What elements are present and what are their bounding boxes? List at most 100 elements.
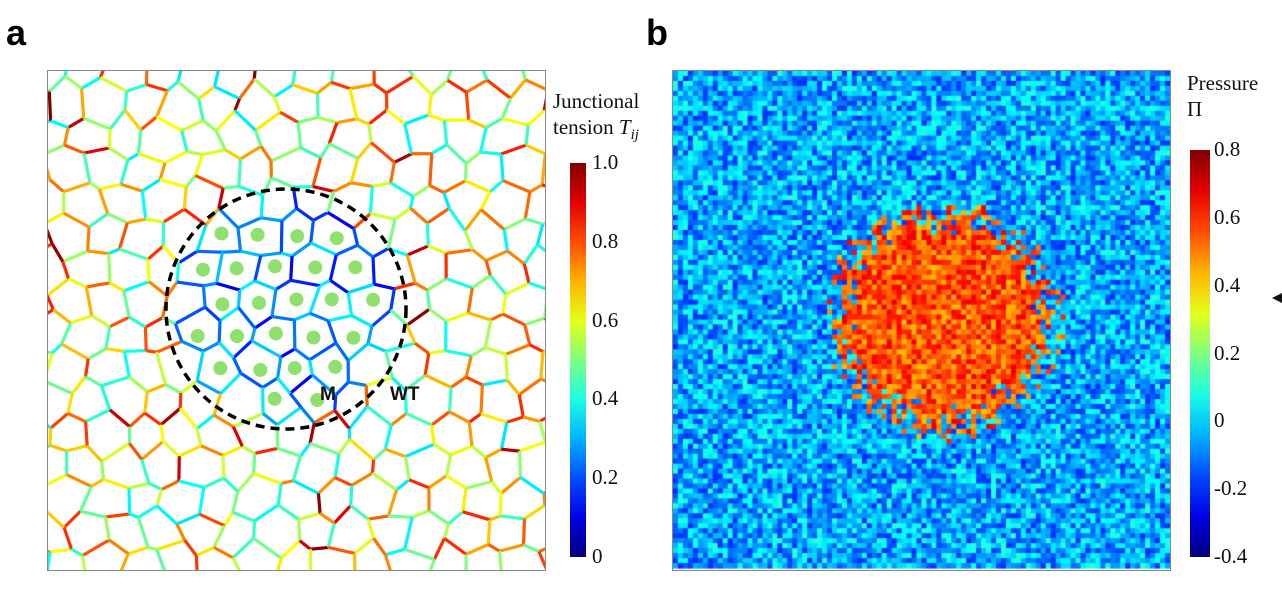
junction-edge — [538, 547, 545, 553]
junction-edge — [201, 285, 207, 308]
junction-edge — [371, 256, 376, 285]
junction-edge — [119, 159, 130, 185]
junction-edge — [528, 281, 545, 291]
junction-edge — [463, 163, 468, 181]
junction-edge — [213, 413, 235, 429]
junction-edge — [259, 195, 265, 218]
junction-edge — [123, 280, 150, 293]
junction-edge — [370, 459, 376, 474]
junction-edge — [48, 423, 52, 430]
junction-edge — [479, 384, 485, 414]
junction-edge — [237, 216, 262, 230]
junction-edge — [100, 461, 106, 480]
junction-edge — [480, 208, 506, 231]
junction-edge — [48, 551, 52, 570]
junction-edge — [145, 217, 164, 224]
junction-edge — [524, 217, 544, 226]
junction-edge — [497, 550, 503, 570]
junction-edge — [484, 457, 494, 482]
junction-edge — [195, 428, 203, 447]
mutant-cell-dot — [287, 361, 302, 376]
junction-edge — [203, 476, 225, 489]
colorbar-b-title-line2: Π — [1187, 97, 1203, 121]
junction-edge — [181, 339, 204, 353]
junction-edge — [213, 85, 241, 101]
junction-edge — [155, 504, 178, 526]
junction-edge — [466, 287, 474, 314]
junction-edge — [430, 143, 448, 156]
junction-edge — [308, 285, 322, 314]
junction-edge — [107, 128, 112, 148]
junction-edge — [518, 377, 542, 396]
junction-edge — [107, 212, 129, 225]
junction-edge — [405, 412, 433, 427]
junction-edge — [503, 217, 527, 231]
junction-edge — [365, 376, 393, 387]
junction-edge — [373, 82, 388, 95]
junction-edge — [140, 440, 165, 461]
junction-edge — [521, 518, 527, 545]
junction-edge — [195, 545, 215, 558]
junction-edge — [500, 476, 522, 495]
junction-edge — [480, 412, 508, 424]
junction-edge — [372, 247, 390, 259]
junction-edge — [370, 141, 396, 164]
junction-edge — [429, 184, 445, 194]
colorbar-tick: 0.2 — [1214, 340, 1241, 365]
junction-edge — [464, 92, 471, 120]
junction-edge — [70, 314, 93, 325]
junction-edge — [275, 356, 283, 379]
junction-edge — [52, 308, 72, 325]
junction-edge — [501, 447, 520, 453]
junction-edge — [179, 379, 199, 395]
junction-edge — [233, 98, 242, 112]
junction-edge — [308, 422, 316, 444]
junction-edge — [128, 411, 146, 428]
junction-edge — [461, 488, 468, 513]
junction-edge — [203, 281, 217, 288]
colorbar-tick: 0.8 — [1214, 137, 1241, 161]
junction-edge — [158, 162, 167, 181]
junction-edge — [389, 162, 396, 184]
junction-edge — [367, 108, 388, 126]
junction-edge — [465, 150, 482, 165]
junction-edge — [471, 274, 492, 290]
junction-edge — [480, 150, 502, 156]
junction-edge — [465, 78, 488, 94]
colorbar-b-title-line1: Pressure — [1187, 71, 1259, 95]
junction-edge — [165, 281, 179, 297]
junction-edge — [105, 512, 130, 519]
junction-edge — [48, 473, 68, 486]
junction-edge — [353, 536, 375, 555]
junction-edge — [352, 212, 372, 230]
junction-edge — [327, 122, 339, 145]
junction-edge — [123, 91, 129, 111]
mutant-cell-dot — [190, 328, 205, 343]
junction-edge — [298, 539, 312, 551]
junction-edge — [250, 339, 282, 359]
junction-edge — [328, 142, 359, 160]
junction-edge — [238, 184, 264, 197]
junction-edge — [232, 339, 253, 360]
junction-edge — [501, 116, 529, 127]
junction-edge — [276, 557, 283, 570]
junction-edge — [219, 306, 240, 323]
junction-edge — [49, 443, 68, 453]
junction-edge — [276, 483, 283, 506]
junction-edge — [388, 514, 413, 519]
junction-edge — [405, 324, 417, 344]
junction-edge — [427, 94, 434, 116]
junction-edge — [166, 80, 180, 92]
junction-edge — [390, 412, 408, 427]
junction-edge — [334, 342, 350, 362]
junction-edge — [333, 409, 351, 430]
junction-edge — [298, 511, 321, 522]
junction-edge — [252, 536, 283, 560]
junction-edge — [164, 150, 188, 165]
junction-edge — [143, 411, 162, 426]
junction-edge — [482, 378, 508, 387]
junction-edge — [99, 385, 112, 411]
junction-edge — [329, 71, 335, 83]
junction-edge — [213, 545, 234, 560]
junction-edge — [313, 409, 336, 425]
